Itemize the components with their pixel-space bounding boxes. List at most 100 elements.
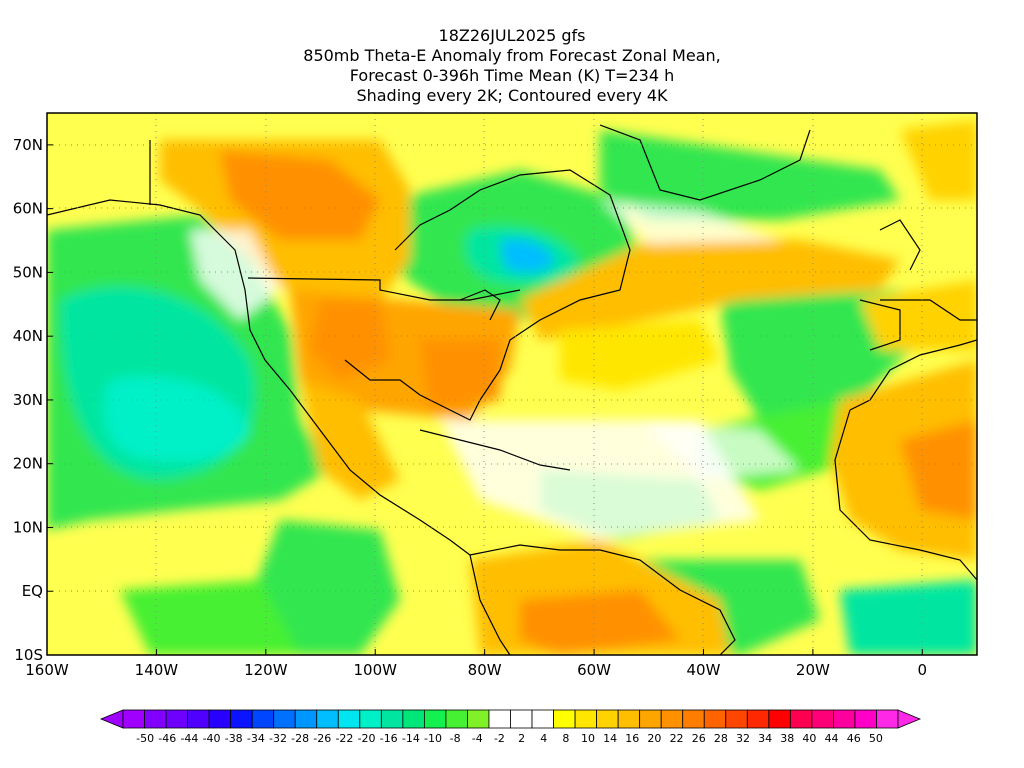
colorbar-swatch <box>660 709 684 729</box>
graticule <box>47 113 977 655</box>
lon-tick-label: 120W <box>244 661 288 679</box>
colorbar-label: 2 <box>518 732 525 745</box>
colorbar-swatch <box>208 709 232 729</box>
lat-tick-label: 10S <box>14 646 43 664</box>
colorbar-swatch <box>359 709 382 729</box>
colorbar-label: 14 <box>603 732 617 745</box>
colorbar-label: 38 <box>780 732 794 745</box>
colorbar-label: -28 <box>291 732 309 745</box>
lat-tick-label: 10N <box>13 518 43 536</box>
colorbar-label: -20 <box>358 732 376 745</box>
anomaly-shading <box>47 113 977 655</box>
colorbar-swatch <box>789 709 813 729</box>
title-line-shading: Shading every 2K; Contoured every 4K <box>356 86 668 105</box>
colorbar-label: 22 <box>670 732 684 745</box>
colorbar-label: 4 <box>540 732 547 745</box>
lat-tick-label: 70N <box>13 136 43 154</box>
colorbar-swatch <box>811 709 834 729</box>
lat-tick-label: EQ <box>22 582 43 600</box>
lon-tick-label: 160W <box>25 661 69 679</box>
lon-tick-label: 100W <box>354 661 398 679</box>
colorbar-swatch <box>596 709 619 729</box>
colorbar-swatch <box>768 709 791 729</box>
colorbar-label: 16 <box>625 732 639 745</box>
colorbar-swatch <box>273 709 296 729</box>
colorbar-label: -22 <box>335 732 353 745</box>
colorbar-label: -10 <box>424 732 442 745</box>
colorbar-arrow-high <box>897 709 922 729</box>
colorbar-swatch <box>617 709 641 729</box>
colorbar-swatch <box>380 709 404 729</box>
colorbar-label: -14 <box>402 732 420 745</box>
title-line-forecast: Forecast 0-396h Time Mean (K) T=234 h <box>349 66 675 85</box>
lon-tick-label: 80W <box>468 661 502 679</box>
colorbar-label: 46 <box>847 732 861 745</box>
colorbar-swatch <box>445 709 468 729</box>
coastlines <box>47 124 977 655</box>
colorbar-label: -2 <box>494 732 505 745</box>
lon-tick-label: 40W <box>687 661 721 679</box>
colorbar-swatch <box>144 709 167 729</box>
colorbar-label: -38 <box>225 732 243 745</box>
colorbar-swatch <box>165 709 188 729</box>
colorbar-swatch <box>251 709 275 729</box>
colorbar-label: 10 <box>581 732 595 745</box>
colorbar-label: -34 <box>247 732 265 745</box>
title-line-date: 18Z26JUL2025 gfs <box>438 26 586 45</box>
colorbar-label: -32 <box>269 732 287 745</box>
colorbar-label: -44 <box>180 732 198 745</box>
colorbar-swatch <box>531 709 554 729</box>
colorbar-swatch <box>876 709 899 729</box>
colorbar-label: 26 <box>692 732 706 745</box>
lon-tick-label: 20W <box>796 661 830 679</box>
colorbar-swatch <box>230 709 253 729</box>
colorbar-label: -16 <box>380 732 398 745</box>
colorbar-swatch <box>553 709 576 729</box>
colorbar-swatch <box>510 709 533 729</box>
lat-tick-label: 20N <box>13 455 43 473</box>
colorbar-swatch <box>467 709 490 729</box>
colorbar-label: -26 <box>313 732 331 745</box>
axis-ticks: 160W 140W 120W 100W 80W 60W 40W 20W 0 70N 60N 50N 40… <box>13 136 927 679</box>
colorbar-swatch <box>423 709 447 729</box>
colorbar-swatch <box>294 709 318 729</box>
colorbar-swatch <box>746 709 770 729</box>
lat-tick-label: 40N <box>13 327 43 345</box>
lat-tick-label: 30N <box>13 391 43 409</box>
colorbar-swatch <box>682 709 705 729</box>
colorbar-label: 8 <box>562 732 569 745</box>
colorbar-swatch <box>833 709 856 729</box>
colorbar-arrow-low <box>99 709 124 729</box>
colorbar-label: 34 <box>758 732 772 745</box>
colorbar-swatch <box>402 709 425 729</box>
lon-tick-label: 140W <box>135 661 179 679</box>
colorbar-swatch <box>854 709 877 729</box>
colorbar: -50 -46 -44 -40 -38 -34 -32 -28 -26 -22 -20 -16 -14-… <box>99 709 922 745</box>
colorbar-label: 40 <box>802 732 816 745</box>
colorbar-label: -46 <box>158 732 176 745</box>
title-line-variable: 850mb Theta-E Anomaly from Forecast Zona… <box>303 46 721 65</box>
colorbar-label: 32 <box>736 732 750 745</box>
colorbar-swatch <box>574 709 598 729</box>
colorbar-swatch <box>337 709 361 729</box>
colorbar-swatch <box>725 709 748 729</box>
colorbar-label: -40 <box>203 732 221 745</box>
colorbar-label: 44 <box>825 732 839 745</box>
colorbar-swatch <box>703 709 727 729</box>
colorbar-swatch <box>187 709 210 729</box>
lat-tick-label: 60N <box>13 200 43 218</box>
lat-tick-label: 50N <box>13 263 43 281</box>
colorbar-swatch <box>639 709 662 729</box>
lon-tick-label: 0 <box>918 661 928 679</box>
colorbar-swatch <box>488 709 511 729</box>
lon-tick-label: 60W <box>577 661 611 679</box>
colorbar-label: -50 <box>136 732 154 745</box>
colorbar-swatch <box>316 709 339 729</box>
colorbar-label: 20 <box>647 732 661 745</box>
plot-frame <box>46 112 978 656</box>
colorbar-label: -4 <box>472 732 483 745</box>
colorbar-label: -8 <box>450 732 461 745</box>
colorbar-swatch <box>122 709 145 729</box>
colorbar-label: 28 <box>714 732 728 745</box>
